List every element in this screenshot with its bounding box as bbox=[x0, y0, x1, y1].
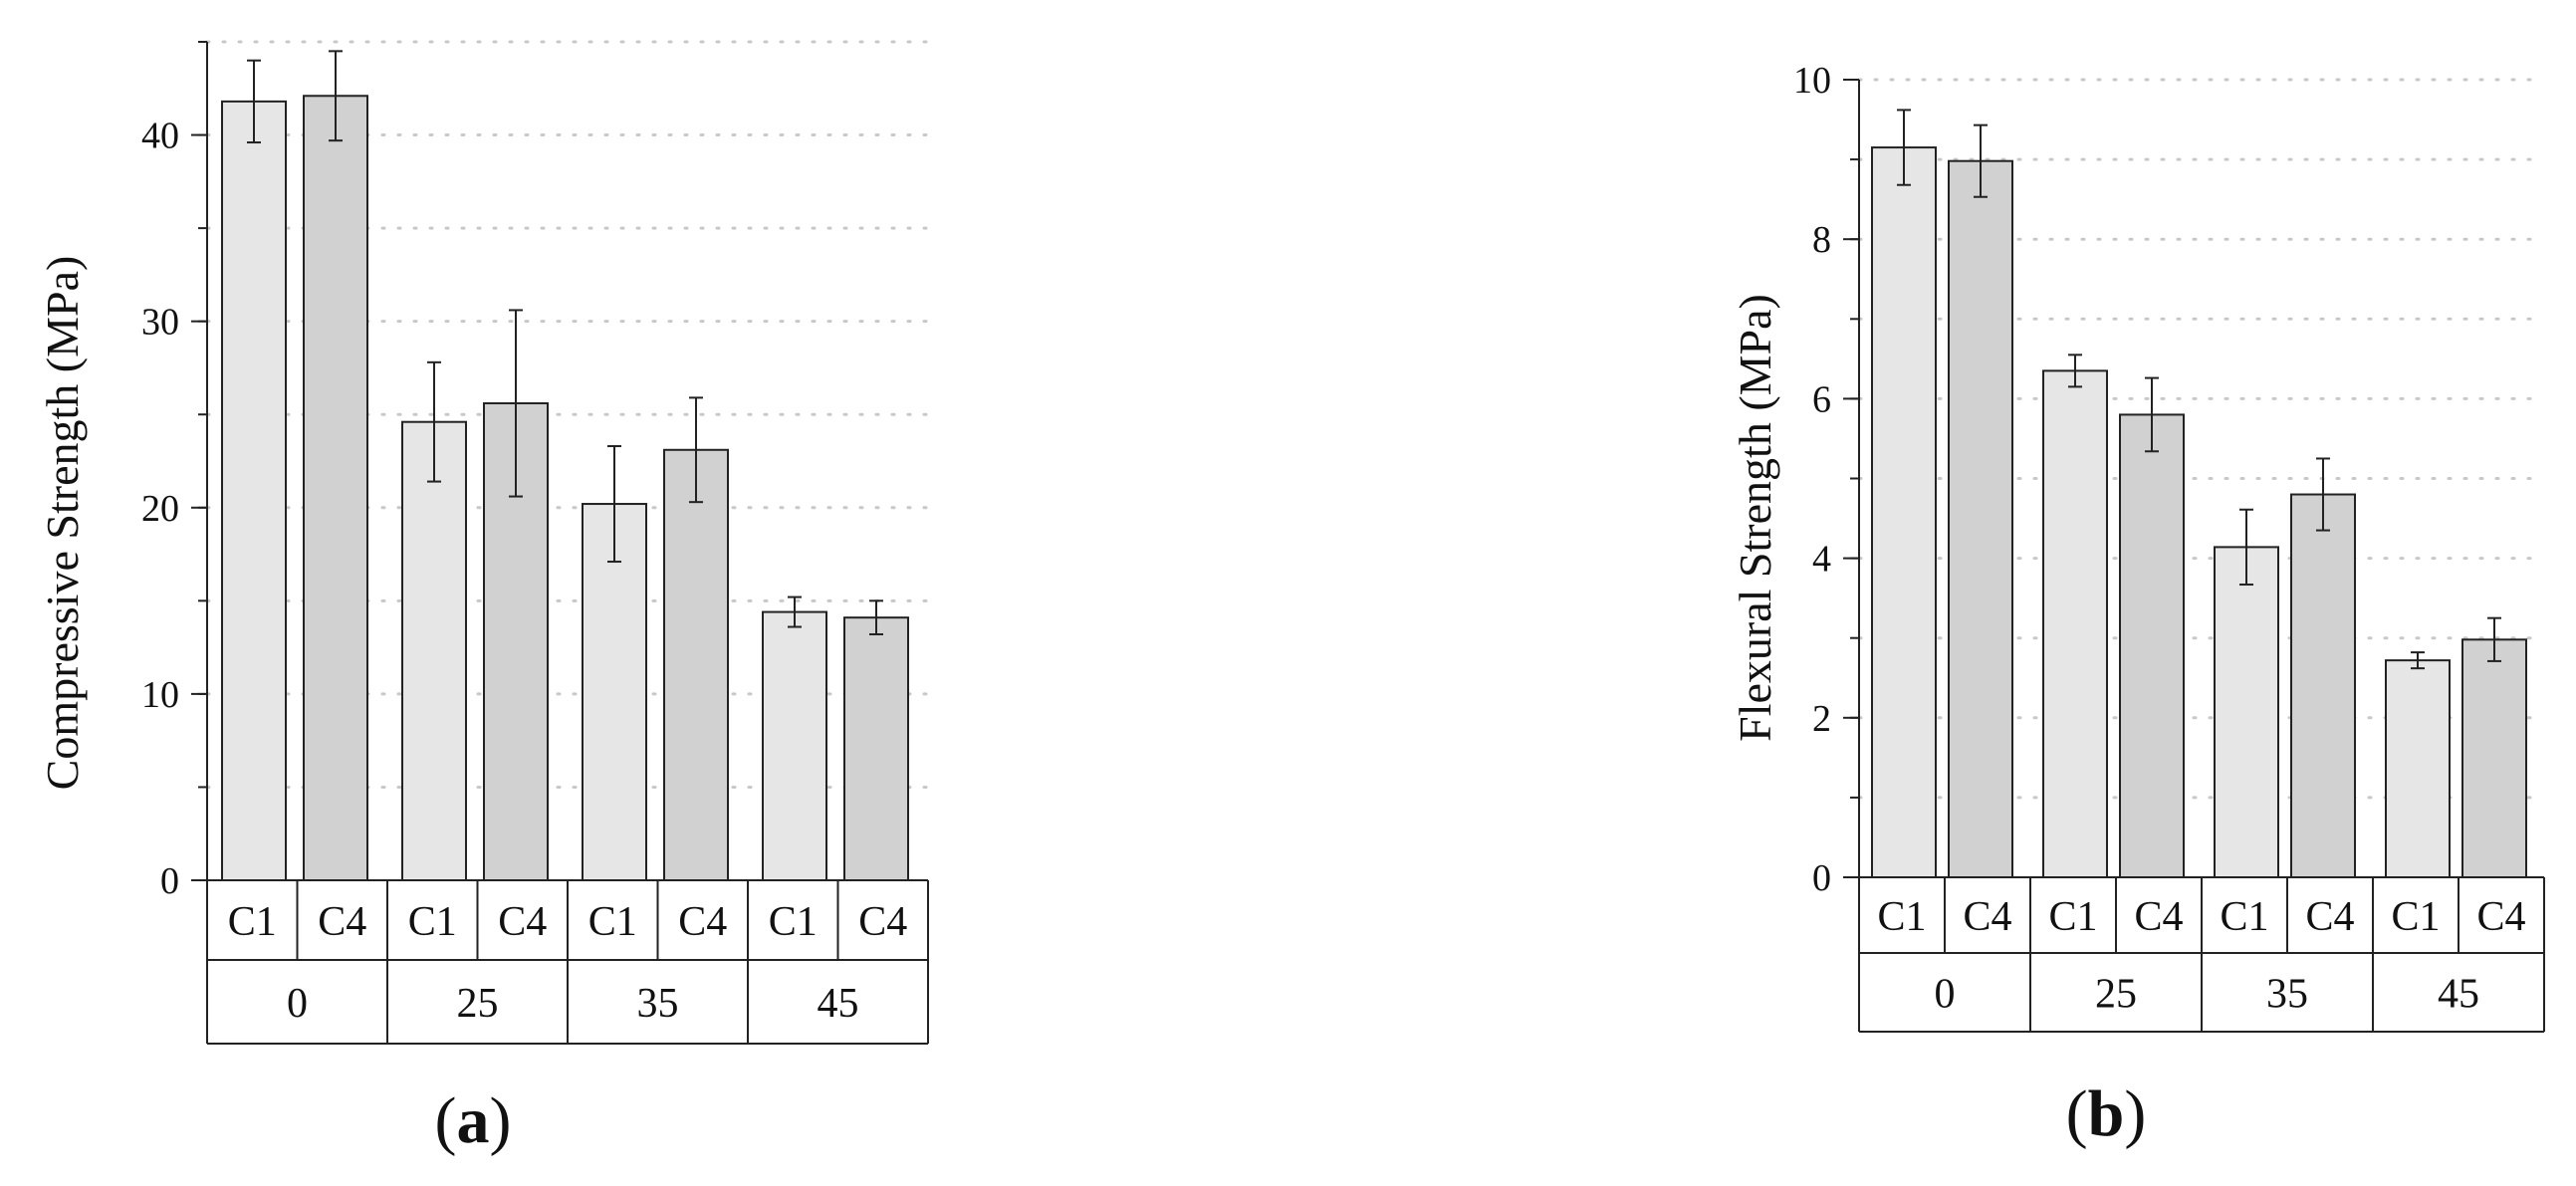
panel-b-group-label: 45 bbox=[2438, 972, 2479, 1018]
panel-b-label-letter: b bbox=[2088, 1077, 2125, 1150]
panel-a-subcategory-label: C4 bbox=[498, 899, 547, 945]
panel-b-y-tick-label: 4 bbox=[1812, 539, 1831, 581]
panel-b-subcategory-label: C1 bbox=[2048, 894, 2097, 940]
panel-a-y-axis-title: Compressive Strength (MPa) bbox=[37, 256, 88, 791]
panel-b-group-label: 35 bbox=[2266, 972, 2308, 1018]
panel-b-bar-35-C4 bbox=[2290, 493, 2356, 878]
panel-a-subcategory-label: C4 bbox=[858, 899, 907, 945]
panel-b-y-tick-label: 8 bbox=[1812, 219, 1831, 261]
panel-a-group-label: 25 bbox=[457, 981, 499, 1027]
panel-a-y-tick-label: 0 bbox=[160, 860, 179, 902]
panel-b-y-tick-label: 2 bbox=[1812, 698, 1831, 740]
panel-b-y-tick-label: 10 bbox=[1793, 60, 1831, 102]
panel-a-subcategory-label: C1 bbox=[408, 899, 457, 945]
panel-b-subcategory-label: C1 bbox=[2391, 894, 2440, 940]
panel-b-y-tick-label: 0 bbox=[1812, 857, 1831, 899]
panel-a-bar-35-C4 bbox=[663, 448, 729, 881]
panel-b-y-axis-title: Flexural Strength (MPa) bbox=[1730, 294, 1780, 742]
panel-b-bar-45-C4 bbox=[2461, 638, 2527, 878]
panel-b-y-tick-label: 6 bbox=[1812, 378, 1831, 420]
panel-a-label-letter: a bbox=[457, 1084, 490, 1157]
panel-a-bar-0-C4 bbox=[303, 95, 368, 882]
panel-b-subcategory-label: C1 bbox=[2220, 894, 2268, 940]
panel-a-label: (a) bbox=[435, 1084, 512, 1157]
panel-a-subcategory-label: C4 bbox=[318, 899, 366, 945]
panel-b-group-label: 0 bbox=[1935, 972, 1956, 1018]
panel-a-subcategory-label: C4 bbox=[678, 899, 727, 945]
panel-a-group-label: 0 bbox=[287, 981, 308, 1027]
panel-b-subcategory-label: C4 bbox=[2476, 894, 2525, 940]
panel-b-bar-35-C1 bbox=[2214, 546, 2279, 878]
panel-b-group-label: 25 bbox=[2095, 972, 2137, 1018]
panel-b-subcategory-label: C4 bbox=[2305, 894, 2354, 940]
panel-b-bar-25-C1 bbox=[2042, 369, 2108, 878]
panel-a-y-tick-label: 30 bbox=[141, 302, 179, 344]
panel-a-bar-25-C1 bbox=[401, 420, 467, 881]
panel-a-compressive-strength-chart: Compressive Strength (MPa) (a) 0 10 20 30 40… bbox=[37, 40, 929, 1157]
panel-b-subcategory-label: C4 bbox=[1963, 894, 2011, 940]
panel-a-subcategory-label: C1 bbox=[769, 899, 818, 945]
panel-a-bar-45-C1 bbox=[762, 610, 827, 881]
panel-b-bar-0-C4 bbox=[1948, 159, 2013, 878]
panel-a-y-tick-label: 40 bbox=[141, 116, 179, 157]
panel-a-bar-35-C1 bbox=[582, 503, 647, 881]
panel-b-bar-25-C4 bbox=[2119, 413, 2185, 878]
panel-a-group-label: 45 bbox=[818, 981, 859, 1027]
panel-b-label: (b) bbox=[2066, 1077, 2147, 1150]
panel-a-subcategory-label: C1 bbox=[588, 899, 637, 945]
panel-b-bar-45-C1 bbox=[2385, 659, 2451, 878]
panel-b-bar-0-C1 bbox=[1871, 146, 1937, 878]
panel-a-bar-45-C4 bbox=[843, 616, 909, 881]
panel-b-subcategory-label: C1 bbox=[1877, 894, 1926, 940]
panel-a-bar-0-C1 bbox=[221, 100, 287, 882]
panel-a-subcategory-label: C1 bbox=[228, 899, 277, 945]
panel-b-subcategory-label: C4 bbox=[2134, 894, 2183, 940]
panel-a-y-tick-label: 10 bbox=[141, 674, 179, 716]
panel-a-y-tick-label: 20 bbox=[141, 488, 179, 530]
panel-a-group-label: 35 bbox=[637, 981, 679, 1027]
